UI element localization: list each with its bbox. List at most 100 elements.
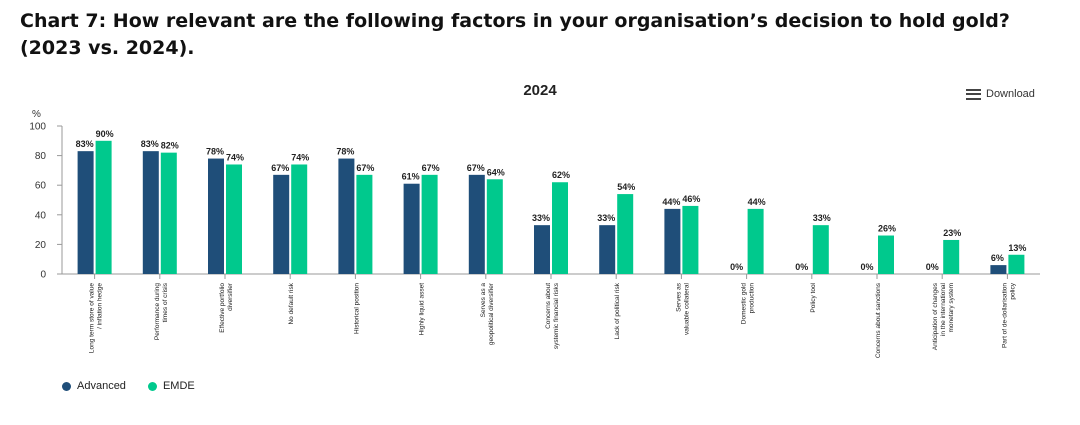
data-label-emde: 26% — [878, 224, 896, 234]
x-tick-label-line: No default risk — [288, 282, 295, 324]
data-label-advanced: 33% — [532, 213, 550, 223]
bar-emde — [682, 205, 699, 274]
x-tick-label: Policy tool — [810, 282, 817, 312]
data-label-advanced: 0% — [730, 262, 743, 272]
chart-legend: Advanced EMDE — [62, 380, 195, 392]
x-tick-label: Serves as ageopolitical diversifier — [480, 282, 495, 345]
bar-emde — [160, 152, 177, 274]
bar-emde — [356, 174, 373, 274]
x-tick-label-line: Part of de-dollarisation — [1001, 283, 1008, 348]
x-tick-label-line: Lack of political risk — [614, 282, 621, 339]
x-tick-label-line: Performance during — [154, 283, 161, 340]
data-label-advanced: 0% — [795, 262, 808, 272]
x-tick-label-line: Effective portfolio — [219, 283, 226, 333]
download-button[interactable]: Download — [966, 88, 1035, 100]
legend-label-emde: EMDE — [162, 380, 195, 392]
x-tick-label-line: Policy tool — [810, 282, 817, 312]
data-label-advanced: 83% — [76, 139, 94, 149]
bar-emde — [95, 140, 112, 274]
bar-emde — [878, 235, 894, 274]
download-label: Download — [986, 88, 1035, 100]
y-axis-label: % — [32, 109, 41, 120]
x-tick-label-line: policy — [1009, 282, 1016, 299]
bar-emde — [747, 208, 764, 274]
x-tick-label-line: Domestic gold — [741, 283, 748, 325]
x-tick-label-line: / inflation hedge — [97, 283, 104, 329]
x-tick-label-line: systemic financial risks — [553, 282, 560, 349]
bar-advanced — [990, 265, 1007, 274]
y-tick-label: 20 — [35, 240, 47, 251]
data-label-emde: 62% — [552, 170, 570, 180]
data-label-emde: 64% — [487, 167, 505, 177]
legend-label-advanced: Advanced — [77, 380, 126, 392]
data-label-emde: 44% — [748, 197, 766, 207]
data-label-advanced: 78% — [206, 147, 224, 157]
x-tick-label-line: Highly liquid asset — [419, 283, 426, 336]
data-label-emde: 33% — [813, 213, 831, 223]
legend-item-advanced[interactable]: Advanced — [62, 380, 126, 392]
data-label-emde: 23% — [943, 228, 961, 238]
data-label-advanced: 61% — [402, 172, 420, 182]
data-label-advanced: 6% — [991, 253, 1004, 263]
data-label-advanced: 83% — [141, 139, 159, 149]
x-tick-label: Effective portfoliodiversifier — [219, 282, 234, 333]
bar-emde — [421, 174, 438, 274]
bar-advanced — [468, 174, 485, 274]
data-label-emde: 54% — [617, 182, 635, 192]
x-tick-label-line: Historical position — [353, 283, 360, 334]
data-label-advanced: 0% — [860, 262, 873, 272]
legend-item-emde[interactable]: EMDE — [147, 380, 195, 392]
data-label-advanced: 33% — [597, 213, 615, 223]
bar-advanced — [664, 208, 681, 274]
y-tick-label: 40 — [35, 210, 47, 221]
data-label-advanced: 67% — [271, 163, 289, 173]
x-tick-label: Part of de-dollarisationpolicy — [1001, 282, 1016, 348]
legend-dot-emde — [147, 381, 157, 391]
bar-advanced — [534, 225, 550, 274]
x-tick-label-line: Serves as — [675, 282, 682, 312]
bar-advanced — [403, 183, 420, 274]
bar-emde — [943, 239, 960, 274]
data-label-emde: 90% — [96, 129, 114, 139]
x-tick-label: No default risk — [288, 282, 295, 324]
x-tick-label: Serves asvaluable collateral — [675, 282, 690, 335]
x-tick-label-line: times of crisis — [162, 282, 169, 322]
bar-emde — [291, 164, 308, 274]
x-tick-label: Concerns about sanctions — [875, 282, 882, 358]
page-heading: Chart 7: How relevant are the following … — [20, 10, 1010, 59]
x-tick-label: Anticipation of changesin the internatio… — [932, 282, 955, 350]
bar-emde — [486, 179, 503, 274]
y-tick-label: 100 — [29, 122, 46, 133]
data-label-emde: 13% — [1008, 243, 1026, 253]
bar-advanced — [208, 158, 224, 274]
bar-advanced — [77, 151, 94, 274]
x-tick-label-line: Anticipation of changes — [932, 282, 939, 350]
x-tick-label-line: monetary system — [948, 283, 955, 333]
bar-emde — [226, 164, 242, 274]
chart-title: 2024 — [523, 82, 557, 99]
x-tick-label-line: in the international — [940, 282, 947, 336]
x-tick-label-line: production — [749, 283, 756, 314]
x-tick-label: Domestic goldproduction — [741, 283, 756, 325]
y-tick-label: 60 — [35, 181, 47, 192]
bar-advanced — [142, 151, 159, 274]
x-tick-label-line: Serves as a — [480, 283, 487, 318]
data-label-emde: 82% — [161, 141, 179, 151]
x-tick-label: Long term store of value/ inflation hedg… — [89, 283, 104, 353]
x-tick-label: Performance duringtimes of crisis — [154, 282, 169, 340]
bar-emde — [617, 194, 634, 274]
data-label-emde: 67% — [422, 163, 440, 173]
data-label-advanced: 44% — [662, 197, 680, 207]
data-label-emde: 46% — [682, 194, 700, 204]
x-tick-label: Concerns aboutsystemic financial risks — [545, 282, 560, 349]
x-tick-label-line: Concerns about sanctions — [875, 282, 882, 358]
bar-advanced — [338, 158, 355, 274]
bar-emde — [552, 182, 568, 274]
x-tick-label-line: geopolitical diversifier — [488, 282, 495, 345]
bar-advanced — [599, 225, 616, 274]
x-tick-label-line: Long term store of value — [89, 283, 96, 353]
data-label-advanced: 78% — [336, 147, 354, 157]
x-tick-label: Historical position — [353, 283, 360, 334]
x-tick-label: Highly liquid asset — [419, 283, 426, 336]
x-tick-label-line: Concerns about — [545, 283, 552, 329]
